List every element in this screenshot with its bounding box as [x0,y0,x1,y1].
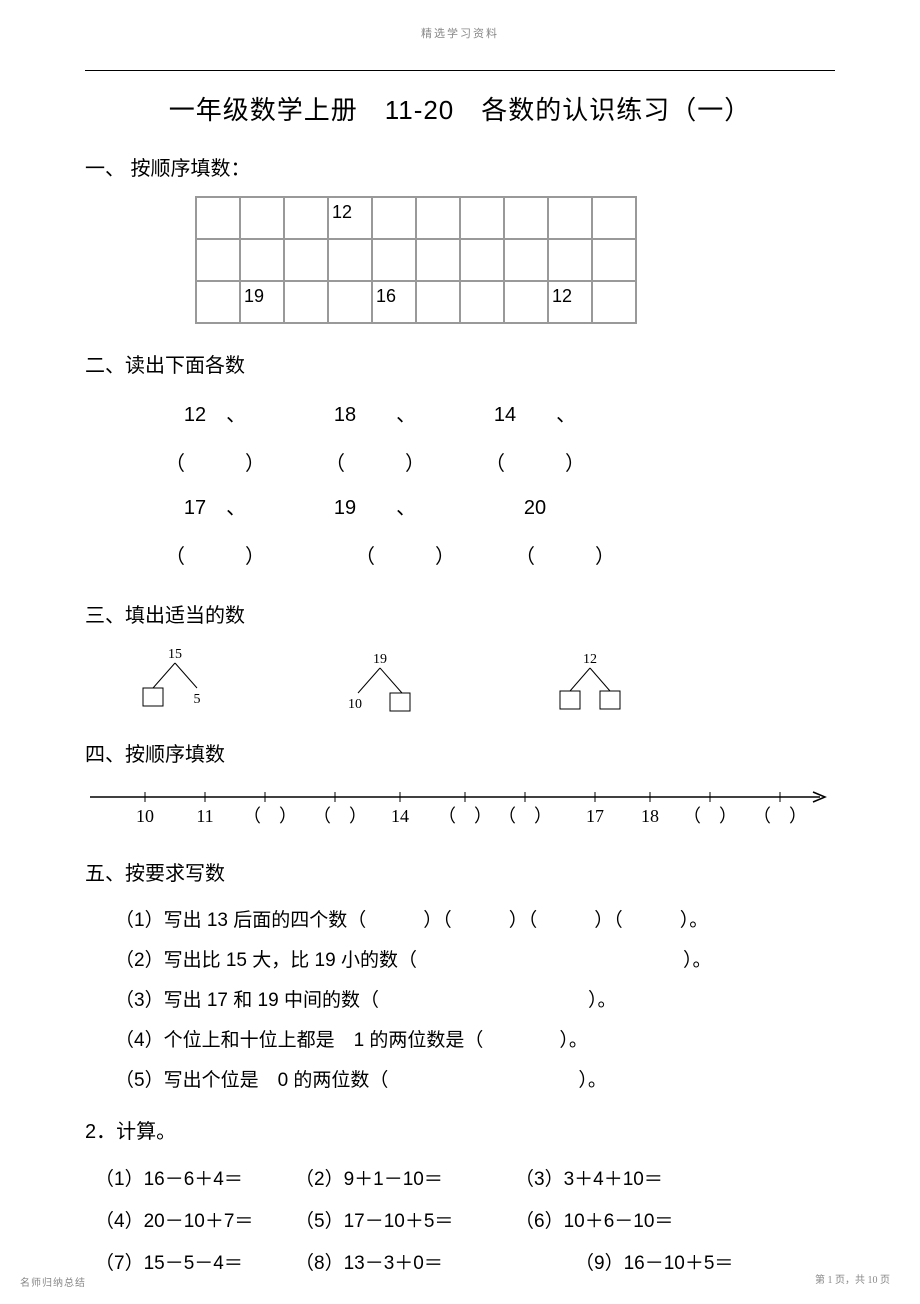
cell: 12 [328,197,372,239]
cell [548,197,592,239]
read-numbers: 12 、 18 、 14 、 （ ） （ ） （ ） 17 、 19 、 20 … [135,393,835,579]
q5-item: （4）个位上和十位上都是 1 的两位数是（ ）。 [115,1021,835,1061]
cell [372,197,416,239]
calc-item: （8）13－3＋0＝ [295,1243,515,1285]
cell: 12 [548,281,592,323]
calc-item: （2）9＋1－10＝ [295,1159,515,1201]
blank: （ ） [135,535,295,579]
calc-item: （6）10＋6－10＝ [515,1201,673,1243]
footer-right: 第 1 页，共 10 页 [815,1271,890,1286]
num: 19 、 [295,486,455,530]
bond-top: 19 [373,652,387,667]
bond-top: 15 [168,647,182,662]
cell [372,239,416,281]
top-rule [85,70,835,71]
cell [504,239,548,281]
nl-label: 14 [391,806,409,826]
num: 14 、 [455,393,615,437]
page-title: 一年级数学上册 11-20 各数的认识练习（一） [85,90,835,127]
number-bonds: 15 5 19 10 12 [135,643,835,713]
bond-top: 12 [583,652,597,667]
top-note: 精选学习资料 [421,25,499,41]
nl-label: 11 [196,806,213,826]
blank: （ ） [455,442,615,486]
cell: 19 [240,281,284,323]
calc-item: （1）16－6＋4＝ [95,1159,295,1201]
cell [284,197,328,239]
nl-label: （ ） [438,806,492,826]
cell [328,281,372,323]
blank: （ ） [325,535,485,579]
calc-grid: （1）16－6＋4＝ （2）9＋1－10＝ （3）3＋4＋10＝ （4）20－1… [85,1159,835,1284]
cell [592,281,636,323]
content-area: 一年级数学上册 11-20 各数的认识练习（一） 一、 按顺序填数： 12 [85,90,835,1285]
cell [460,197,504,239]
blank: （ ） [295,442,455,486]
num: 20 [455,486,615,530]
cell [416,197,460,239]
blank: （ ） [135,442,295,486]
num: 17 、 [135,486,295,530]
fill-grid: 12 19 16 [195,196,637,324]
cell [240,197,284,239]
calc-item: （3）3＋4＋10＝ [515,1159,663,1201]
nl-label: （ ） [683,806,737,826]
calc-item: （4）20－10＋7＝ [95,1201,295,1243]
calc-item: （9）16－10＋5＝ [575,1243,733,1285]
section-1-head: 一、 按顺序填数： [85,152,835,181]
q5-item: （2）写出比 15 大，比 19 小的数（ ）。 [115,941,835,981]
cell [460,281,504,323]
numberline: 10 11 （ ） （ ） 14 （ ） （ ） 17 18 （ ） [85,782,835,837]
cell [460,239,504,281]
nl-label: 17 [586,806,604,826]
cell [592,197,636,239]
q5-item: （5）写出个位是 0 的两位数（ ）。 [115,1061,835,1101]
cell [240,239,284,281]
bond-left: 10 [348,697,362,712]
q5-item: （1）写出 13 后面的四个数（ ）（ ）（ ）（ ）。 [115,901,835,941]
cell [416,239,460,281]
cell [504,281,548,323]
nl-label: （ ） [243,806,297,826]
bond-right: 5 [194,692,201,707]
section-5-head: 五、按要求写数 [85,857,835,886]
nl-label: （ ） [498,806,552,826]
cell [548,239,592,281]
nl-label: （ ） [753,806,807,826]
cell [196,239,240,281]
q5-item: （3）写出 17 和 19 中间的数（ ）。 [115,981,835,1021]
blank: （ ） [485,535,645,579]
cell: 16 [372,281,416,323]
cell [284,239,328,281]
calc-item: （7）15－5－4＝ [95,1243,295,1285]
cell [284,281,328,323]
cell [592,239,636,281]
section-3-head: 三、填出适当的数 [85,599,835,628]
nl-label: 10 [136,806,154,826]
footer-left: 名师归纳总结 [20,1274,86,1289]
num: 12 、 [135,393,295,437]
cell [504,197,548,239]
calc-item: （5）17－10＋5＝ [295,1201,515,1243]
num: 18 、 [295,393,455,437]
bond-2: 19 10 [335,643,425,713]
cell [196,197,240,239]
cell [416,281,460,323]
nl-label: （ ） [313,806,367,826]
cell [196,281,240,323]
nl-label: 18 [641,806,659,826]
bond-1: 15 5 [135,643,215,713]
section-5-items: （1）写出 13 后面的四个数（ ）（ ）（ ）（ ）。 （2）写出比 15 大… [115,901,835,1100]
bond-3: 12 [545,643,635,713]
section-4-head: 四、按顺序填数 [85,738,835,767]
calc-head: 2．计算。 [85,1115,835,1144]
section-2-head: 二、读出下面各数 [85,349,835,378]
cell [328,239,372,281]
